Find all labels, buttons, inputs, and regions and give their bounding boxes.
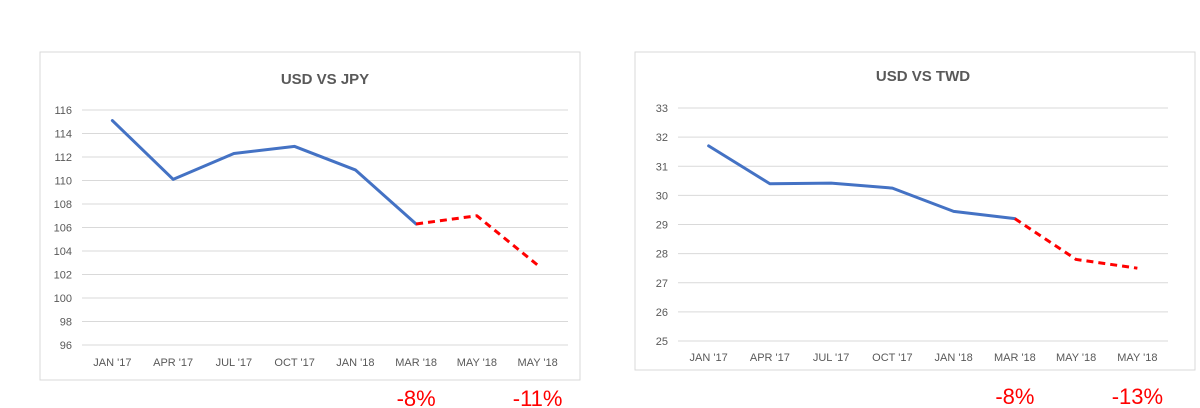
x-tick-label: JAN '17 bbox=[690, 352, 728, 364]
series-line-projection bbox=[415, 214, 539, 267]
x-tick-label: JUL '17 bbox=[216, 357, 253, 369]
y-tick-label: 31 bbox=[656, 161, 668, 173]
y-tick-label: 114 bbox=[54, 129, 72, 141]
change-annotation: -8% bbox=[995, 384, 1034, 408]
x-tick-label: APR '17 bbox=[153, 357, 193, 369]
series-line-actual bbox=[110, 119, 418, 226]
y-tick-label: 29 bbox=[656, 220, 668, 232]
chart-usd-twd: USD VS TWD 25 26 27 28 29 30 31 32 33 JAN '17 APR '… bbox=[600, 0, 1200, 408]
change-annotation: -8% bbox=[397, 386, 436, 408]
y-tick-label: 116 bbox=[54, 105, 72, 117]
x-tick-label: JAN '18 bbox=[336, 357, 374, 369]
change-annotation: -11% bbox=[513, 386, 563, 408]
chart-frame bbox=[39, 51, 581, 381]
y-tick-label: 106 bbox=[54, 223, 72, 235]
x-tick-label: MAY '18 bbox=[518, 357, 558, 369]
chart-title: USD VS TWD bbox=[876, 68, 970, 85]
change-annotation: -13% bbox=[1112, 384, 1163, 408]
y-tick-label: 110 bbox=[54, 176, 72, 188]
chart-title: USD VS JPY bbox=[281, 71, 369, 88]
y-tick-label: 33 bbox=[656, 103, 668, 115]
x-tick-label: MAY '18 bbox=[1117, 352, 1157, 364]
y-tick-label: 112 bbox=[54, 152, 72, 164]
x-tick-label: MAR '18 bbox=[994, 352, 1036, 364]
y-tick-label: 104 bbox=[54, 246, 72, 258]
y-tick-label: 100 bbox=[54, 293, 72, 305]
series-line-projection bbox=[1014, 217, 1138, 270]
chart-usd-jpy: USD VS JPY 96 98 100 102 104 106 108 110 112 114 11… bbox=[39, 51, 581, 408]
x-tick-label: JAN '17 bbox=[93, 357, 131, 369]
series-line-actual bbox=[707, 144, 1017, 221]
y-tick-label: 28 bbox=[656, 249, 668, 261]
chart-frame bbox=[634, 51, 1196, 371]
chart-usd-jpy-svg: USD VS JPY 96 98 100 102 104 106 108 110 112 114 11… bbox=[39, 51, 581, 408]
y-tick-label: 26 bbox=[656, 307, 668, 319]
x-tick-label: OCT '17 bbox=[872, 352, 912, 364]
y-tick-label: 108 bbox=[54, 199, 72, 211]
y-tick-label: 27 bbox=[656, 278, 668, 290]
x-tick-label: JAN '18 bbox=[935, 352, 973, 364]
x-tick-label: MAY '18 bbox=[457, 357, 497, 369]
chart-usd-twd-svg: USD VS TWD 25 26 27 28 29 30 31 32 33 JAN '17 APR '… bbox=[634, 51, 1196, 408]
y-tick-label: 102 bbox=[54, 270, 72, 282]
x-tick-label: APR '17 bbox=[750, 352, 790, 364]
y-tick-label: 96 bbox=[60, 340, 72, 352]
y-tick-label: 25 bbox=[656, 336, 668, 348]
x-tick-label: MAY '18 bbox=[1056, 352, 1096, 364]
y-tick-label: 32 bbox=[656, 132, 668, 144]
x-tick-label: OCT '17 bbox=[274, 357, 314, 369]
y-tick-label: 30 bbox=[656, 190, 668, 202]
x-tick-label: MAR '18 bbox=[395, 357, 437, 369]
x-tick-label: JUL '17 bbox=[813, 352, 850, 364]
y-tick-label: 98 bbox=[60, 317, 72, 329]
